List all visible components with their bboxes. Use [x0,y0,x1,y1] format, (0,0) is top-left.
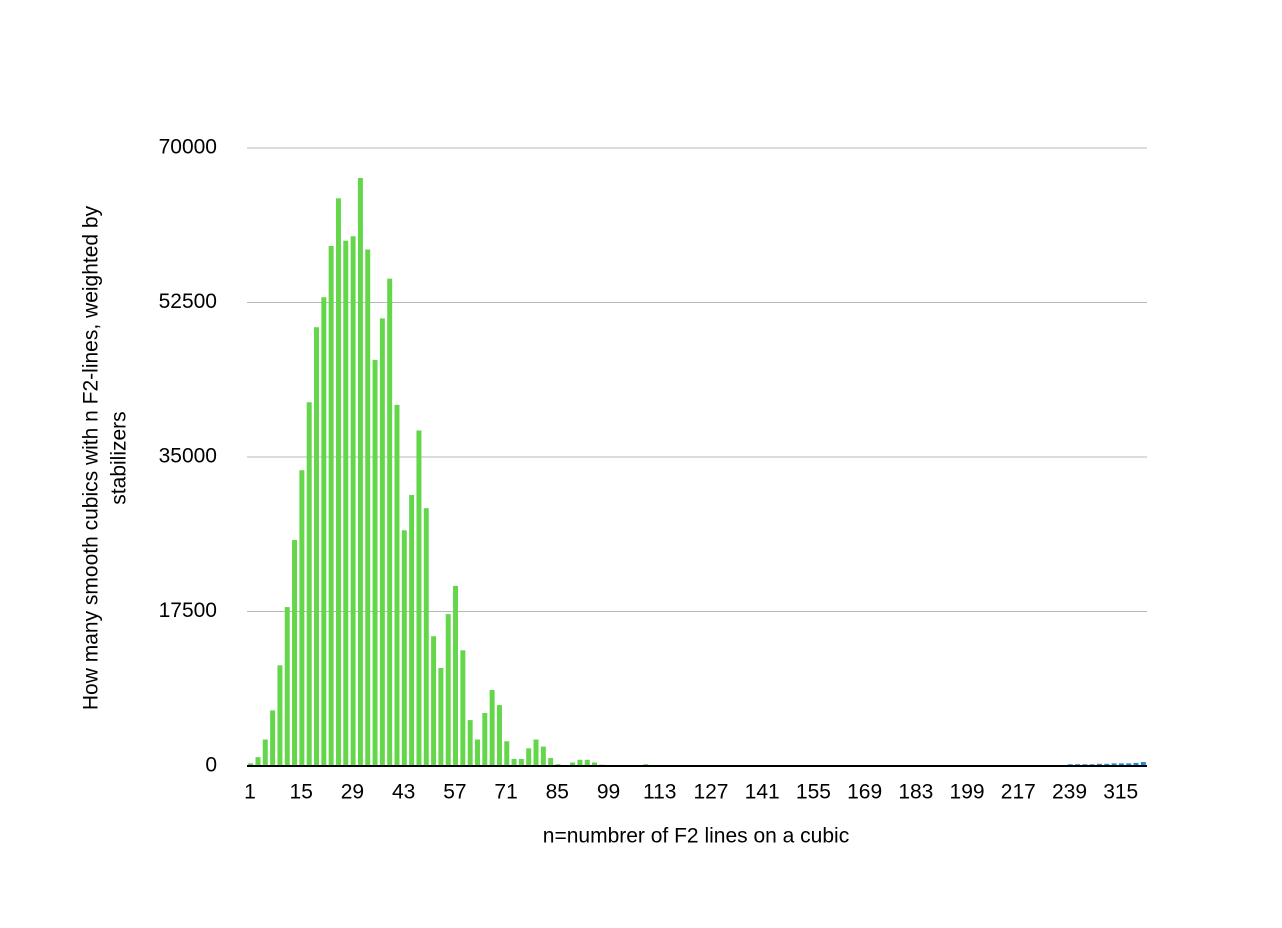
bar [255,757,261,766]
bar [357,178,363,766]
x-tick-label: 183 [898,781,933,804]
bar [270,710,276,766]
bar [511,758,517,766]
x-tick-label: 199 [950,781,985,804]
bar [460,650,466,766]
bar [453,585,459,766]
bar [365,249,371,766]
bar [475,739,480,766]
bar [409,494,415,766]
bar [482,713,488,766]
y-axis-title: How many smooth cubics with n F2-lines, … [80,205,131,710]
bar [489,690,495,766]
x-tick-label: 141 [745,781,780,804]
bar [548,758,554,766]
x-tick-label: 315 [1103,781,1138,804]
bar [592,762,598,766]
bar [570,762,576,766]
bar [1133,762,1139,766]
x-tick-label: 1 [244,781,256,804]
bar [431,636,437,766]
bar [379,318,385,766]
bar [526,748,532,766]
bar [248,763,254,766]
bar [335,198,341,766]
bar [584,759,590,766]
x-tick-label: 155 [796,781,831,804]
bar [518,758,524,766]
bar [292,539,298,766]
bar [1118,763,1124,766]
y-axis-title-line: stabilizers [108,411,131,504]
bar [504,741,510,766]
bar [1104,763,1110,766]
x-tick-label: 169 [847,781,882,804]
bar [401,530,407,766]
bar [321,297,327,766]
x-tick-label: 127 [693,781,728,804]
bar [467,720,473,766]
bar [387,278,393,766]
x-tick-label: 99 [597,781,620,804]
x-axis-title: n=numbrer of F2 lines on a cubic [543,825,849,848]
bar [262,739,268,766]
bar [1140,762,1146,766]
y-tick-label: 52500 [159,290,217,313]
x-tick-label: 43 [392,781,415,804]
x-tick-label: 217 [1001,781,1036,804]
y-tick-label: 0 [205,754,217,777]
x-tick-label: 29 [341,781,364,804]
bar [423,508,429,766]
bar [577,759,583,766]
bar [496,705,502,766]
bar [416,430,422,766]
bar [350,236,356,767]
bar [284,607,290,766]
y-tick-label: 17500 [159,599,217,622]
bar [1096,763,1102,766]
bar [445,614,451,766]
bar [1111,763,1117,766]
y-tick-label: 70000 [159,136,217,159]
x-tick-label: 57 [443,781,466,804]
x-tick-label: 15 [290,781,313,804]
bar [438,668,444,766]
y-axis-title-line: How many smooth cubics with n F2-lines, … [80,205,103,710]
x-tick-label: 85 [546,781,569,804]
bar [1126,763,1132,766]
bar [540,746,546,766]
bar [299,470,305,766]
x-tick-label: 239 [1052,781,1087,804]
bar [343,240,349,766]
bar [394,404,400,766]
y-tick-label: 35000 [159,445,217,468]
bar [372,359,378,766]
bar [306,402,312,766]
bar [328,245,334,767]
bar [533,739,539,766]
bar [277,665,283,766]
bar [314,327,319,766]
x-tick-label: 71 [494,781,517,804]
x-tick-label: 113 [643,781,676,804]
